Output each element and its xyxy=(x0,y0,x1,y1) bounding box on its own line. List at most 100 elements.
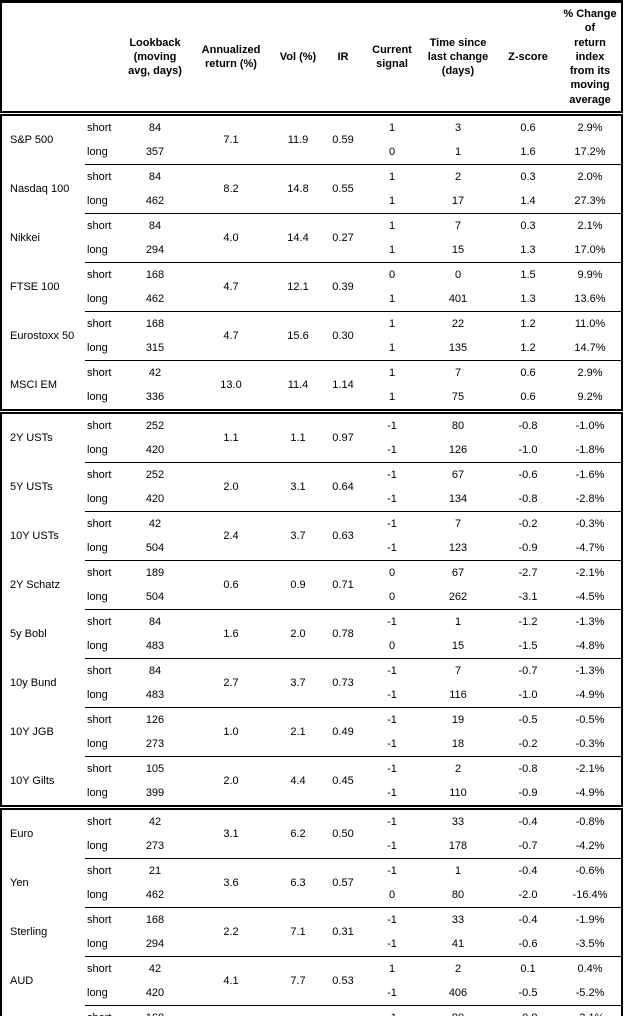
time-value: 7 xyxy=(419,213,497,239)
zscore-value: 1.5 xyxy=(497,262,559,288)
asset-name: Nasdaq 100 xyxy=(10,183,70,196)
asset-row-short: Nasdaq 100 short 84 8.2 14.8 0.55 1 2 0.3 2.0% xyxy=(1,164,622,214)
lookback-value: 126 xyxy=(123,707,187,733)
row-label-long: long xyxy=(87,244,108,257)
asset-row-long: long 420 -1 406 -0.5 -5.2% xyxy=(1,981,622,1006)
zscore-value: -0.4 xyxy=(497,858,559,884)
signal-value: 1 xyxy=(365,360,419,386)
asset-row-short: Eurostoxx 50 short 168 4.7 15.6 0.30 1 22 1.2 11.… xyxy=(1,311,622,361)
row-label-short: short xyxy=(85,858,123,884)
asset-row-short: 5y Bobl short 84 1.6 2.0 0.78 -1 1 -1.2 -1.3% xyxy=(1,609,622,659)
ir-value: 0.31 xyxy=(321,907,365,957)
lookback-value: 168 xyxy=(123,1005,187,1016)
asset-name: 5Y USTs xyxy=(10,481,53,494)
annualized-return-value: 8.2 xyxy=(187,164,275,214)
annualized-return-value: 0.6 xyxy=(187,560,275,610)
time-value: 80 xyxy=(451,420,465,433)
row-label-long: long xyxy=(87,938,108,951)
signal-value: -1 xyxy=(387,444,397,457)
vol-value: 12.1 xyxy=(275,262,321,312)
asset-name: Euro xyxy=(10,828,34,841)
row-label-long: long xyxy=(87,342,108,355)
lookback-value: 462 xyxy=(145,889,165,902)
annualized-return-value: 2.7 xyxy=(187,658,275,708)
signal-value: -1 xyxy=(365,658,419,684)
time-value: 15 xyxy=(451,244,465,257)
time-value: 2 xyxy=(419,164,497,190)
annualized-return-value: 4.7 xyxy=(187,262,275,312)
asset-row-short: Sterling short 168 2.2 7.1 0.31 -1 33 -0.4 -1.9% xyxy=(1,907,622,957)
lookback-value: 399 xyxy=(145,787,165,800)
pct-change-value: 9.9% xyxy=(559,262,622,288)
section-bonds: 2Y USTs short 252 1.1 1.1 0.97 -1 80 -0.8 -1.0% lo… xyxy=(1,412,622,808)
lookback-value: 294 xyxy=(145,938,165,951)
section-equities: S&P 500 short 84 7.1 11.9 0.59 1 3 0.6 2.9% long 35… xyxy=(1,114,622,412)
header-vol: Vol (%) xyxy=(279,50,317,63)
signal-value: 1 xyxy=(388,342,396,355)
lookback-value: 462 xyxy=(145,293,165,306)
signal-value: -1 xyxy=(387,542,397,555)
row-label-short: short xyxy=(85,1005,123,1016)
asset-row-long: long 462 1 17 1.4 27.3% xyxy=(1,189,622,214)
asset-row-long: long 504 0 262 -3.1 -4.5% xyxy=(1,585,622,610)
time-value: 262 xyxy=(448,591,468,604)
asset-row-long: long 399 -1 110 -0.9 -4.9% xyxy=(1,781,622,808)
pct-change-value: -1.9% xyxy=(559,907,622,933)
zscore-value: 1.3 xyxy=(520,244,536,257)
zscore-value: -0.2 xyxy=(518,738,538,751)
row-label-short: short xyxy=(85,213,123,239)
signal-value: 1 xyxy=(388,391,396,404)
time-value: 67 xyxy=(419,560,497,586)
row-label-short: short xyxy=(85,164,123,190)
vol-value: 2.0 xyxy=(275,609,321,659)
annualized-return-value: 2.2 xyxy=(187,907,275,957)
vol-value: 7.7 xyxy=(275,956,321,1006)
asset-name: FTSE 100 xyxy=(10,281,60,294)
time-value: 80 xyxy=(451,889,465,902)
asset-row-short: 5Y USTs short 252 2.0 3.1 0.64 -1 67 -0.6 -1.6% xyxy=(1,462,622,512)
time-value: 41 xyxy=(451,938,465,951)
time-value: 17 xyxy=(451,195,465,208)
pct-change-value: 2.9% xyxy=(559,360,622,386)
annualized-return-value: 1.0 xyxy=(187,707,275,757)
asset-name: Nikkei xyxy=(10,232,40,245)
vol-value: 6.3 xyxy=(275,858,321,908)
ir-value: 0.39 xyxy=(321,262,365,312)
time-value: 15 xyxy=(451,640,465,653)
zscore-value: -0.9 xyxy=(518,542,538,555)
lookback-value: 42 xyxy=(123,956,187,982)
time-value: 401 xyxy=(448,293,468,306)
row-label-short: short xyxy=(85,907,123,933)
pct-change-value: -0.8% xyxy=(575,816,605,829)
signal-value: 0 xyxy=(388,889,396,902)
signal-value: -1 xyxy=(387,738,397,751)
lookback-value: 168 xyxy=(123,262,187,288)
annualized-return-value: 4.7 xyxy=(187,311,275,361)
row-label-short: short xyxy=(85,462,123,488)
pct-change-value: 17.0% xyxy=(574,244,606,257)
time-value: 116 xyxy=(449,689,467,702)
pct-change-value: -0.3% xyxy=(559,511,622,537)
asset-name: 10y Bund xyxy=(10,677,57,690)
time-value: 135 xyxy=(448,342,468,355)
zscore-value: 0.6 xyxy=(520,122,536,135)
zscore-value: -0.8 xyxy=(497,756,559,782)
lookback-value: 483 xyxy=(145,689,165,702)
signal-value: 1 xyxy=(388,195,396,208)
lookback-value: 84 xyxy=(123,164,187,190)
signal-value: -1 xyxy=(365,707,419,733)
time-value: 33 xyxy=(451,816,465,829)
pct-change-value: -0.6% xyxy=(559,858,622,884)
annualized-return-value: 3.6 xyxy=(187,858,275,908)
lookback-value: 336 xyxy=(145,391,165,404)
asset-name: 10Y Gilts xyxy=(10,774,55,787)
asset-name: 10Y JGB xyxy=(10,726,54,739)
asset-row-long: long 483 0 15 -1.5 -4.8% xyxy=(1,634,622,659)
vol-value: 3.7 xyxy=(275,511,321,561)
pct-change-value: -4.2% xyxy=(575,840,605,853)
vol-value: 15.6 xyxy=(275,311,321,361)
signal-value: 1 xyxy=(365,164,419,190)
asset-row-long: long 315 1 135 1.2 14.7% xyxy=(1,336,622,361)
time-value: 406 xyxy=(448,987,468,1000)
